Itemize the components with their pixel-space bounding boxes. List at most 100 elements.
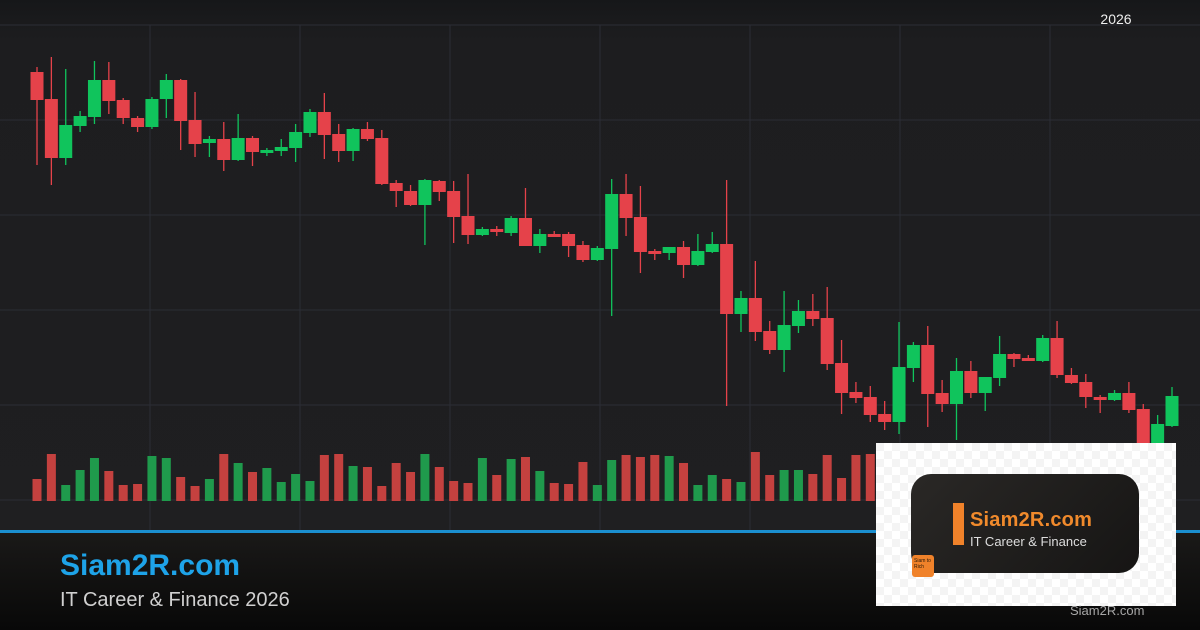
candle-body	[791, 311, 805, 326]
volume-bar	[635, 457, 645, 501]
candle-body	[102, 80, 116, 101]
volume-bar	[348, 466, 358, 501]
volume-bar	[176, 477, 186, 501]
candle-body	[30, 72, 44, 100]
logo: Siam2R.com IT Career & Finance	[911, 474, 1139, 573]
volume-bar	[650, 455, 660, 501]
candlestick-chart: 2026	[0, 0, 1200, 530]
brand-subtitle: IT Career & Finance 2026	[60, 589, 290, 611]
candle-body	[44, 99, 58, 158]
chart-canvas	[0, 24, 1200, 530]
volume-bar	[750, 452, 760, 501]
logo-accent-bar	[953, 503, 964, 545]
volume-bar	[463, 483, 473, 501]
candle-body	[461, 216, 475, 235]
candle-body	[705, 244, 719, 252]
candle-body	[518, 218, 532, 246]
candle-body	[921, 345, 935, 394]
volume-bar	[276, 482, 286, 501]
volume-bar	[204, 479, 214, 501]
candle-body	[73, 116, 87, 126]
candle-body	[763, 331, 777, 350]
volume-bar	[808, 474, 818, 501]
candle-body	[849, 392, 863, 398]
volume-bar	[607, 460, 617, 501]
volume-bar	[793, 470, 803, 501]
logo-name: Siam2R.com	[970, 509, 1093, 531]
candle-body	[720, 244, 734, 314]
volume-bar	[564, 484, 574, 501]
candle-body	[475, 229, 489, 235]
volume-bar	[147, 456, 157, 501]
volume-bar	[377, 486, 387, 501]
candle-body	[978, 377, 992, 393]
candle-body	[1093, 397, 1107, 400]
candle-body	[863, 397, 877, 415]
volume-bar	[477, 458, 487, 501]
candle-body	[878, 414, 892, 422]
candle-body	[289, 132, 303, 148]
volume-bar	[61, 485, 71, 501]
volume-bar	[133, 484, 143, 501]
volume-bar	[248, 472, 258, 501]
volume-bar	[118, 485, 128, 501]
volume-bar	[362, 467, 372, 501]
volume-bar	[75, 470, 85, 501]
candle-body	[202, 139, 216, 143]
volume-bar	[46, 454, 56, 501]
candle-body	[317, 112, 331, 135]
volume-bar	[420, 454, 430, 501]
candle-body	[949, 371, 963, 404]
volume-bar	[319, 455, 329, 501]
candle-body	[131, 118, 145, 127]
candle-body	[590, 248, 604, 260]
candle-body	[174, 80, 188, 121]
candle-body	[375, 138, 389, 184]
candle-body	[619, 194, 633, 218]
candle-body	[217, 139, 231, 160]
candle-body	[188, 120, 202, 144]
volume-bar	[736, 482, 746, 501]
volume-bar	[506, 459, 516, 501]
volume-bar	[549, 483, 559, 501]
candle-body	[806, 311, 820, 319]
volume-bar	[391, 463, 401, 501]
volume-bar	[822, 455, 832, 501]
candle-body	[777, 325, 791, 350]
volume-bar	[765, 475, 775, 501]
logo-badge: Siam to Rich	[912, 555, 934, 577]
candle-body	[892, 367, 906, 422]
logo-card: Siam2R.com IT Career & Finance Siam to R…	[876, 443, 1176, 606]
volume-bar	[161, 458, 171, 501]
volume-bar	[664, 456, 674, 501]
candle-body	[906, 345, 920, 368]
watermark: Siam2R.com	[1070, 603, 1145, 618]
candle-body	[231, 138, 245, 160]
candle-body	[447, 191, 461, 217]
candle-body	[1122, 393, 1136, 410]
candle-body	[1108, 393, 1122, 400]
volume-bar	[190, 486, 200, 501]
candle-body	[562, 234, 576, 246]
volume-bar	[449, 481, 459, 501]
year-label: 2026	[1100, 11, 1132, 27]
candle-body	[935, 393, 949, 404]
candle-body	[1165, 396, 1179, 426]
volume-bar	[434, 467, 444, 501]
candle-body	[1021, 358, 1035, 361]
candle-body	[418, 180, 432, 205]
candle-body	[677, 247, 691, 265]
candle-body	[605, 194, 619, 249]
volume-bar	[779, 470, 789, 501]
candle-body	[533, 234, 547, 246]
volume-bar	[837, 478, 847, 501]
candle-body	[1136, 409, 1150, 443]
candle-body	[389, 183, 403, 191]
volume-bar	[104, 471, 114, 501]
volume-bar	[722, 479, 732, 501]
volume-bar	[707, 475, 717, 501]
volume-bar	[693, 485, 703, 501]
candle-body	[145, 99, 159, 127]
candle-body	[303, 112, 317, 133]
volume-bar	[621, 455, 631, 501]
